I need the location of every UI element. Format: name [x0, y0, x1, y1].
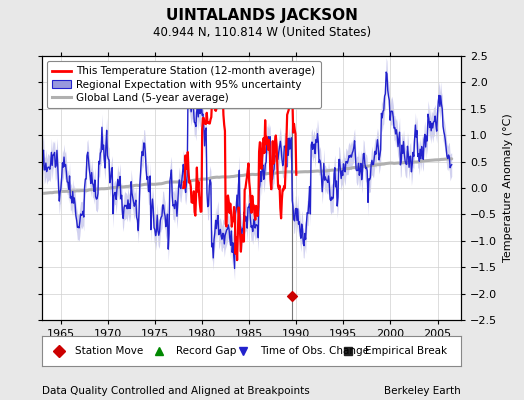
- Text: Empirical Break: Empirical Break: [365, 346, 447, 356]
- Y-axis label: Temperature Anomaly (°C): Temperature Anomaly (°C): [503, 114, 513, 262]
- Text: Time of Obs. Change: Time of Obs. Change: [260, 346, 369, 356]
- Point: [287, 293, 296, 300]
- Legend: This Temperature Station (12-month average), Regional Expectation with 95% uncer: This Temperature Station (12-month avera…: [47, 61, 321, 108]
- Text: Berkeley Earth: Berkeley Earth: [385, 386, 461, 396]
- Text: Station Move: Station Move: [75, 346, 144, 356]
- Text: 40.944 N, 110.814 W (United States): 40.944 N, 110.814 W (United States): [153, 26, 371, 39]
- Text: UINTALANDS JACKSON: UINTALANDS JACKSON: [166, 8, 358, 23]
- Text: Record Gap: Record Gap: [176, 346, 236, 356]
- Text: Data Quality Controlled and Aligned at Breakpoints: Data Quality Controlled and Aligned at B…: [42, 386, 310, 396]
